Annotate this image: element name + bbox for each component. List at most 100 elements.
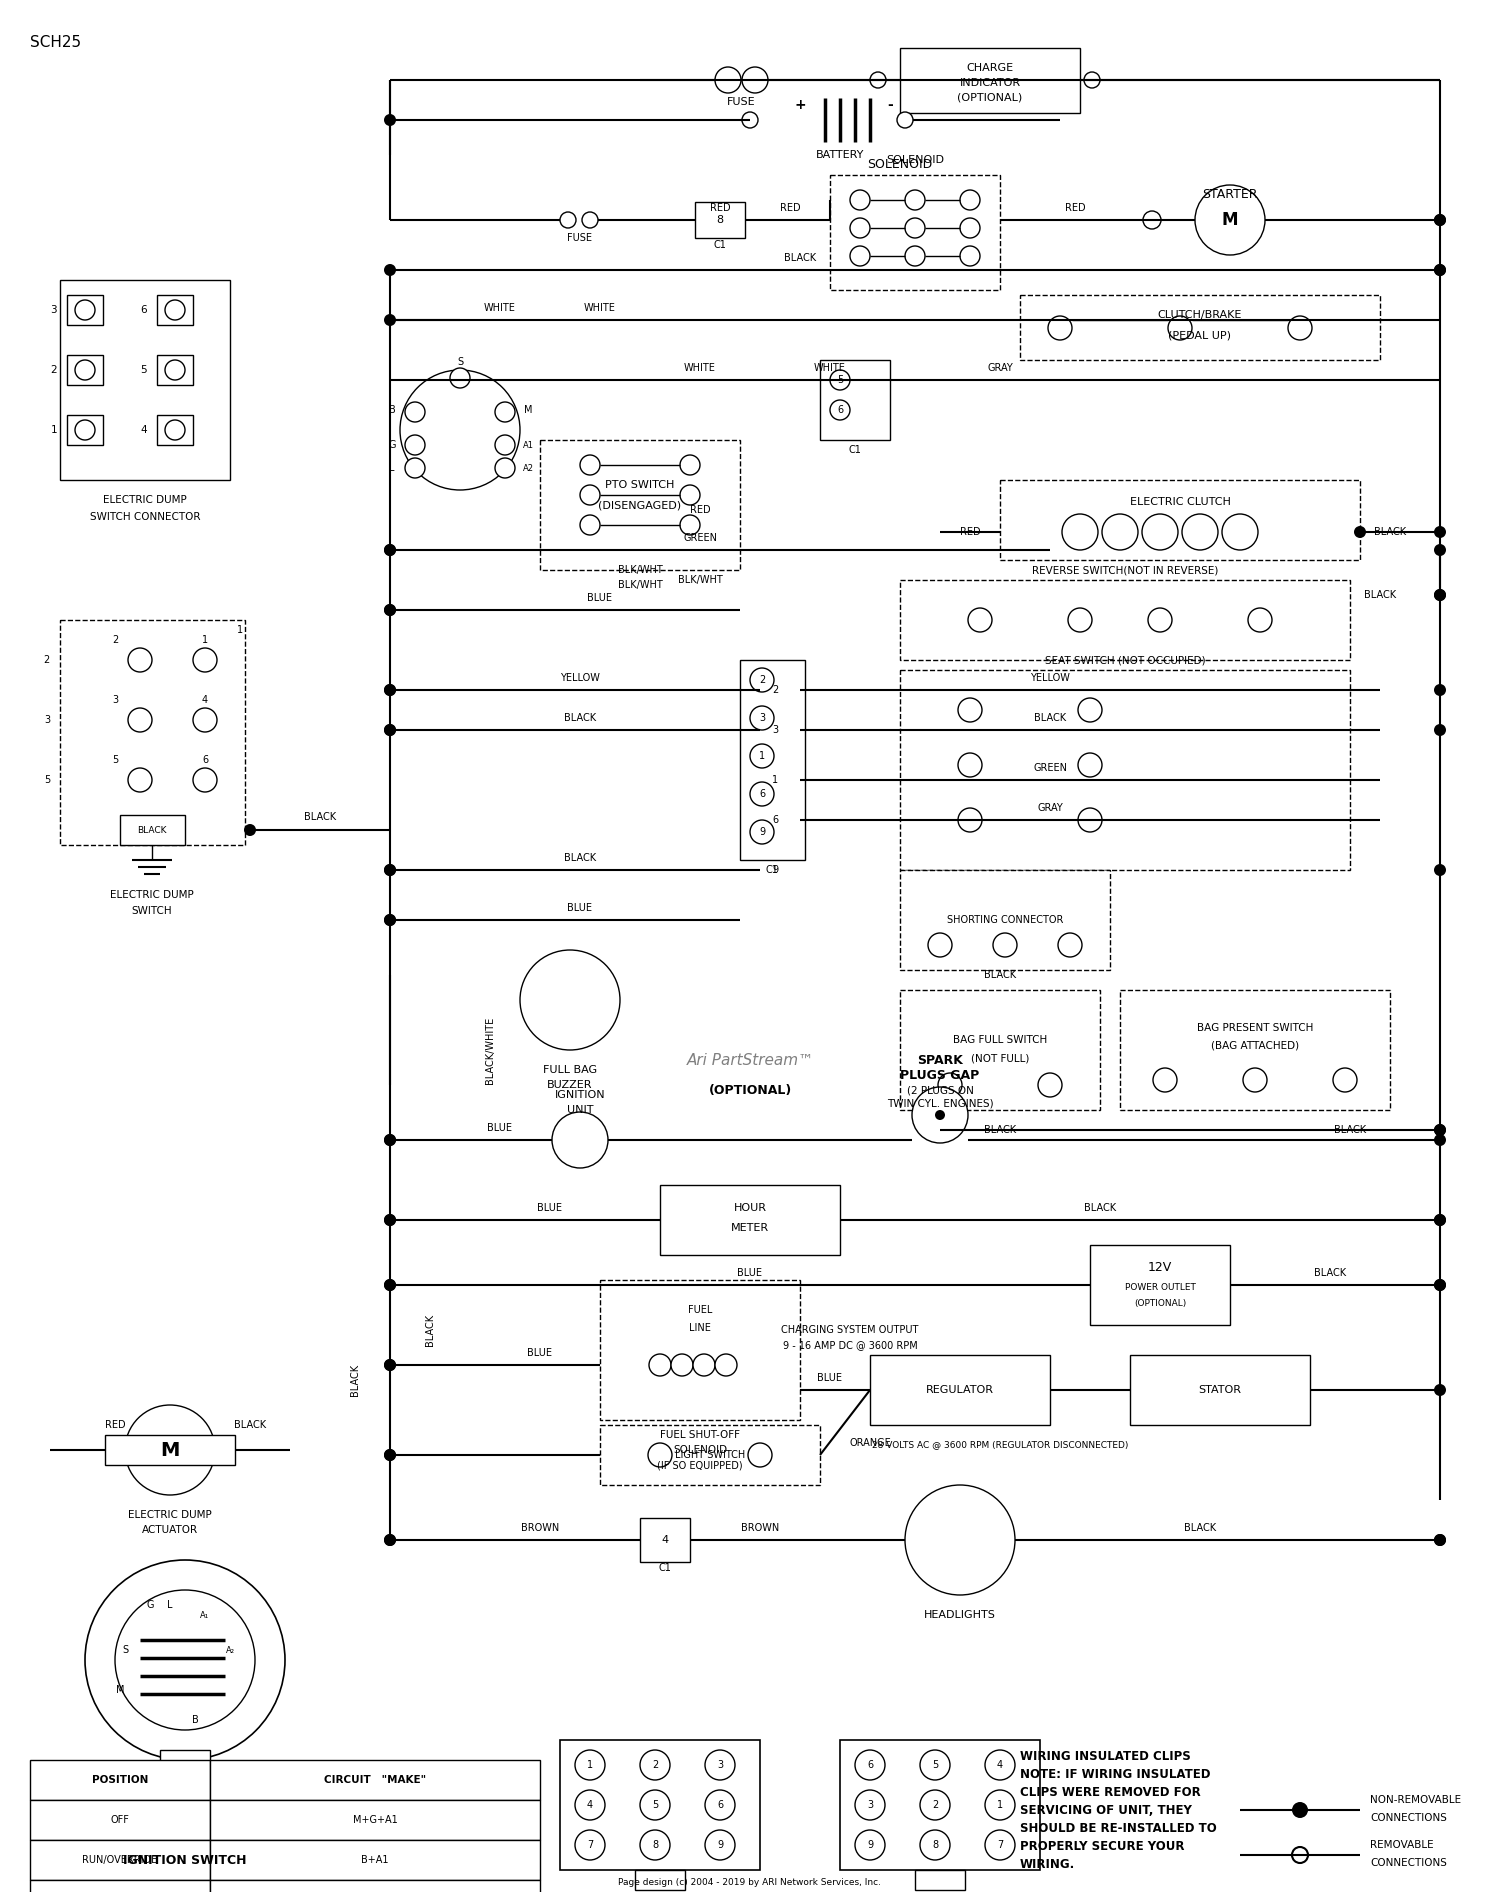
Text: BLK/WHT: BLK/WHT	[678, 575, 723, 585]
Text: 1: 1	[237, 624, 243, 636]
Circle shape	[904, 218, 926, 238]
Text: L: L	[168, 1601, 172, 1610]
Circle shape	[520, 950, 620, 1050]
Circle shape	[960, 218, 980, 238]
Circle shape	[986, 1830, 1016, 1860]
Text: PTO SWITCH: PTO SWITCH	[606, 481, 675, 490]
Text: (IF SO EQUIPPED): (IF SO EQUIPPED)	[657, 1461, 742, 1470]
Text: CONNECTIONS: CONNECTIONS	[1370, 1813, 1448, 1824]
Text: BLACK: BLACK	[1034, 713, 1066, 723]
Circle shape	[124, 1406, 214, 1495]
Text: IGNITION: IGNITION	[555, 1090, 606, 1099]
Circle shape	[384, 1279, 396, 1290]
Circle shape	[912, 1088, 968, 1143]
Circle shape	[1288, 316, 1312, 341]
Bar	[900, 870, 1110, 971]
Circle shape	[194, 647, 217, 672]
Text: (OPTIONAL): (OPTIONAL)	[957, 93, 1023, 102]
Text: 4: 4	[141, 426, 147, 435]
Text: 1: 1	[51, 426, 57, 435]
Bar	[210, 1799, 540, 1841]
Circle shape	[1148, 607, 1172, 632]
Bar	[560, 1741, 760, 1869]
Bar	[600, 1425, 820, 1485]
Text: SWITCH: SWITCH	[132, 906, 172, 916]
Text: 2: 2	[932, 1799, 938, 1811]
Bar	[740, 660, 806, 861]
Bar	[1120, 990, 1390, 1111]
Circle shape	[670, 1355, 693, 1375]
Text: 2: 2	[112, 636, 118, 645]
Bar	[830, 174, 1001, 289]
Circle shape	[384, 725, 396, 736]
Circle shape	[405, 401, 424, 422]
Circle shape	[1434, 1133, 1446, 1147]
Circle shape	[830, 371, 850, 390]
Circle shape	[495, 401, 514, 422]
Bar	[600, 1281, 800, 1421]
Text: SWITCH CONNECTOR: SWITCH CONNECTOR	[90, 513, 201, 522]
Circle shape	[1062, 515, 1098, 551]
Text: 6: 6	[772, 815, 778, 825]
Circle shape	[1048, 316, 1072, 341]
Text: HEADLIGHTS: HEADLIGHTS	[924, 1610, 996, 1620]
Circle shape	[680, 515, 700, 535]
Text: 2: 2	[44, 655, 50, 664]
Circle shape	[1434, 265, 1446, 276]
Bar	[105, 1434, 236, 1464]
Text: 8: 8	[652, 1841, 658, 1850]
Circle shape	[1058, 933, 1082, 957]
Text: 3: 3	[759, 713, 765, 723]
Circle shape	[960, 189, 980, 210]
Bar	[30, 1760, 210, 1799]
Circle shape	[194, 708, 217, 732]
Text: BLACK: BLACK	[234, 1421, 266, 1430]
Text: IGNITION SWITCH: IGNITION SWITCH	[123, 1854, 246, 1867]
Bar	[694, 202, 746, 238]
Bar	[900, 47, 1080, 114]
Text: BLUE: BLUE	[488, 1124, 513, 1133]
Text: UNIT: UNIT	[567, 1105, 592, 1114]
Text: YELLOW: YELLOW	[1030, 674, 1069, 683]
Text: BLACK: BLACK	[1314, 1268, 1346, 1277]
Circle shape	[580, 515, 600, 535]
Text: BUZZER: BUZZER	[548, 1080, 592, 1090]
Text: C1: C1	[714, 240, 726, 250]
Text: 5: 5	[44, 776, 50, 785]
Circle shape	[244, 825, 256, 836]
Circle shape	[1434, 1279, 1446, 1290]
Circle shape	[384, 1449, 396, 1461]
Text: INDICATOR: INDICATOR	[960, 78, 1020, 89]
Bar	[30, 1841, 210, 1881]
Text: M: M	[116, 1686, 124, 1695]
Text: C1: C1	[765, 865, 778, 874]
Circle shape	[384, 114, 396, 127]
Text: REGULATOR: REGULATOR	[926, 1385, 994, 1394]
Circle shape	[384, 1534, 396, 1546]
Text: OFF: OFF	[111, 1814, 129, 1826]
Circle shape	[870, 72, 886, 89]
Circle shape	[748, 1444, 772, 1466]
Text: STATOR: STATOR	[1198, 1385, 1242, 1394]
Circle shape	[1102, 515, 1138, 551]
Circle shape	[384, 1215, 396, 1226]
Circle shape	[1334, 1067, 1358, 1092]
Text: BLACK: BLACK	[138, 825, 166, 834]
Circle shape	[920, 1790, 950, 1820]
Text: BLACK: BLACK	[564, 713, 596, 723]
Text: A2: A2	[522, 464, 534, 473]
Text: M: M	[160, 1440, 180, 1459]
Text: SCH25: SCH25	[30, 34, 81, 49]
Circle shape	[1434, 214, 1446, 225]
Text: (2 PLUGS ON: (2 PLUGS ON	[906, 1084, 974, 1095]
Text: BLACK: BLACK	[984, 971, 1016, 980]
Circle shape	[1182, 515, 1218, 551]
Circle shape	[384, 1534, 396, 1546]
Text: NON-REMOVABLE: NON-REMOVABLE	[1370, 1796, 1461, 1805]
Circle shape	[384, 1279, 396, 1290]
Circle shape	[384, 604, 396, 617]
Text: (OPTIONAL): (OPTIONAL)	[708, 1084, 792, 1097]
Circle shape	[716, 66, 741, 93]
Text: ORANGE: ORANGE	[849, 1438, 891, 1447]
Text: FUSE: FUSE	[567, 233, 591, 242]
